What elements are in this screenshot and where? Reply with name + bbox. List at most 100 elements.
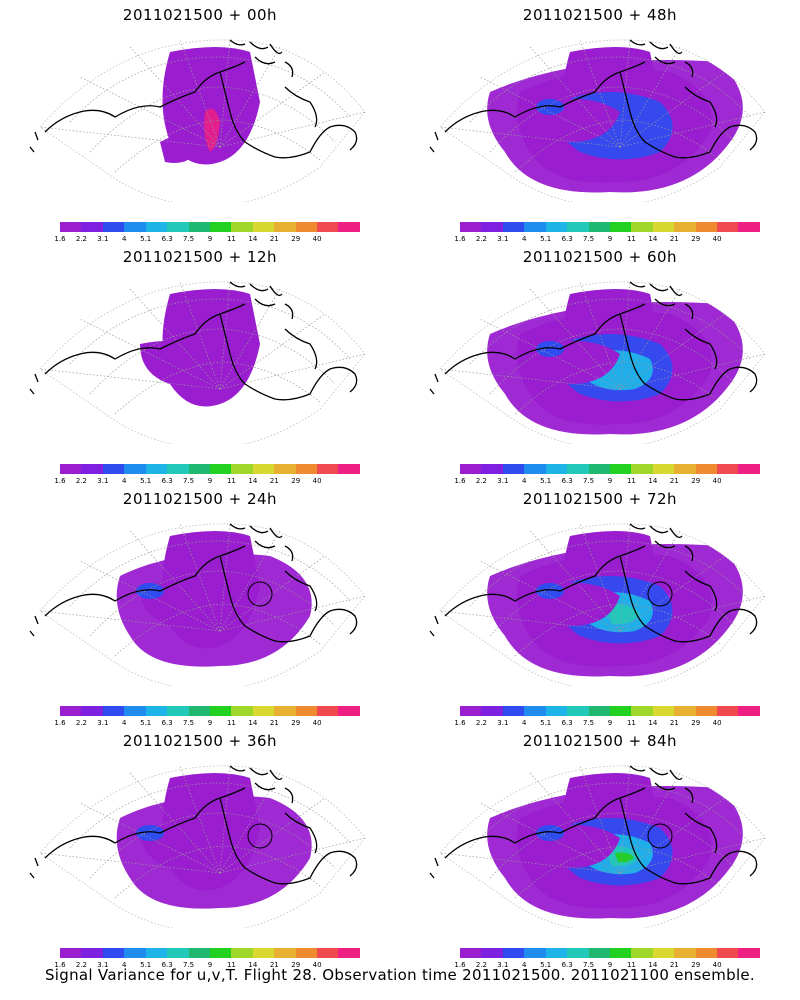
colorbar-tick-label: 2.2 [475,235,487,243]
colorbar-tick-label: 9 [607,235,613,243]
colorbar [460,464,760,474]
forecast-panel: 2011021500 + 36h 1.6 2.2 3.1 4 5.1 6.3 7.5 9 11 14… [0,726,400,971]
colorbar-swatch [481,222,503,232]
colorbar-swatch [717,706,739,716]
colorbar-swatch [81,222,103,232]
colorbar-tick-label: 7.5 [182,719,195,727]
colorbar-swatch [588,222,610,232]
figure-caption: Signal Variance for u,v,T. Flight 28. Ob… [44,966,756,984]
colorbar-tick-label: 2.2 [75,477,87,485]
colorbar-swatch [167,222,189,232]
colorbar-tick-label: 40 [312,235,322,243]
colorbar-swatch [567,464,589,474]
colorbar-swatch [231,464,253,474]
colorbar-tick-label: 21 [269,477,279,485]
colorbar-tick-label: 7.5 [182,477,195,485]
colorbar-tick-label: 6.3 [561,719,573,727]
colorbar-tick-label: 2.2 [75,719,87,727]
colorbar-tick-label: 9 [607,961,613,969]
colorbar-tick-label: 5.1 [140,719,152,727]
colorbar-tick-label: 1.6 [54,961,66,969]
colorbar-swatch [717,948,739,958]
colorbar-tick-label: 11 [226,477,236,485]
colorbar-swatch [102,706,125,716]
colorbar-tick-label: 21 [269,719,279,727]
colorbar-tick-label: 40 [712,235,722,243]
panel-title: 2011021500 + 48h [522,6,678,24]
colorbar-tick-label: 9 [207,235,213,243]
colorbar-swatch [545,464,568,474]
colorbar-tick-label: 11 [626,961,636,969]
colorbar-tick-label: 7.5 [582,961,595,969]
colorbar-tick-label: 6.3 [161,961,173,969]
colorbar-swatch [631,706,653,716]
colorbar-tick-label: 4 [122,477,127,485]
colorbar-swatch [231,706,253,716]
colorbar-labels: 1.6 2.2 3.1 4 5.1 6.3 7.5 9 11 14 21 29 40 [454,477,760,487]
colorbar-swatch [609,464,632,474]
panel-title: 2011021500 + 24h [122,490,278,508]
colorbar-tick-label: 29 [691,235,701,243]
forecast-panel: 2011021500 + 12h 1.6 2.2 3.1 4 5.1 6.3 7.5 9 11 14… [0,242,400,487]
forecast-panel: 2011021500 + 48h 1.6 2.2 3.1 4 5.1 6.3 7.5 9 11 14… [400,0,800,245]
colorbar-swatch [295,464,318,474]
colorbar-swatch [252,464,275,474]
colorbar-swatch [145,706,168,716]
colorbar-swatch [274,706,296,716]
colorbar-tick-label: 2.2 [75,235,87,243]
forecast-panel: 2011021500 + 60h 1.6 2.2 3.1 4 5.1 6.3 7.5 9 11 14… [400,242,800,487]
colorbar-swatch [252,948,275,958]
colorbar-tick-label: 6.3 [161,477,173,485]
panel-title: 2011021500 + 36h [122,732,278,750]
colorbar-tick-label: 3.1 [497,961,509,969]
colorbar-tick-label: 2.2 [475,477,487,485]
colorbar-swatch [460,706,482,716]
colorbar-tick-label: 21 [669,477,679,485]
colorbar-tick-label: 6.3 [561,235,573,243]
colorbar-swatch [545,706,568,716]
colorbar-labels: 1.6 2.2 3.1 4 5.1 6.3 7.5 9 11 14 21 29 40 [54,719,360,729]
colorbar-swatch [481,706,503,716]
colorbar-tick-label: 4 [122,719,127,727]
colorbar-swatch [81,948,103,958]
colorbar-swatch [567,706,589,716]
variance-map [429,281,766,444]
colorbar-swatch [60,222,82,232]
panel-title: 2011021500 + 12h [122,248,278,266]
colorbar [60,222,360,232]
colorbar-swatch [124,948,146,958]
colorbar-tick-label: 5.1 [140,477,152,485]
colorbar-swatch [81,464,103,474]
colorbar-labels: 1.6 2.2 3.1 4 5.1 6.3 7.5 9 11 14 21 29 40 [454,235,760,245]
colorbar-swatch [609,222,632,232]
colorbar-swatch [738,948,760,958]
colorbar-swatch [545,948,568,958]
colorbar-swatch [102,464,125,474]
colorbar-tick-label: 5.1 [540,477,552,485]
colorbar-swatch [167,706,189,716]
colorbar-swatch [567,222,589,232]
colorbar [60,706,360,716]
panel-title: 2011021500 + 60h [522,248,678,266]
colorbar-labels: 1.6 2.2 3.1 4 5.1 6.3 7.5 9 11 14 21 29 40 [454,719,760,729]
colorbar-tick-label: 5.1 [540,961,552,969]
colorbar-tick-label: 7.5 [582,477,595,485]
colorbar-tick-label: 1.6 [54,477,66,485]
colorbar-tick-label: 14 [248,477,258,485]
colorbar-swatch [652,948,675,958]
colorbar-swatch [188,464,210,474]
colorbar-tick-label: 2.2 [75,961,87,969]
colorbar-swatch [460,948,482,958]
colorbar-swatch [338,948,360,958]
colorbar-tick-label: 3.1 [97,719,109,727]
colorbar-tick-label: 5.1 [540,235,552,243]
colorbar-swatch [502,464,525,474]
colorbar-tick-label: 14 [648,235,658,243]
colorbar-tick-label: 9 [207,477,213,485]
colorbar-swatch [567,948,589,958]
colorbar-tick-label: 6.3 [561,477,573,485]
colorbar-swatch [674,464,696,474]
colorbar-tick-label: 21 [269,961,279,969]
colorbar-tick-label: 3.1 [97,235,109,243]
colorbar-swatch [631,222,653,232]
